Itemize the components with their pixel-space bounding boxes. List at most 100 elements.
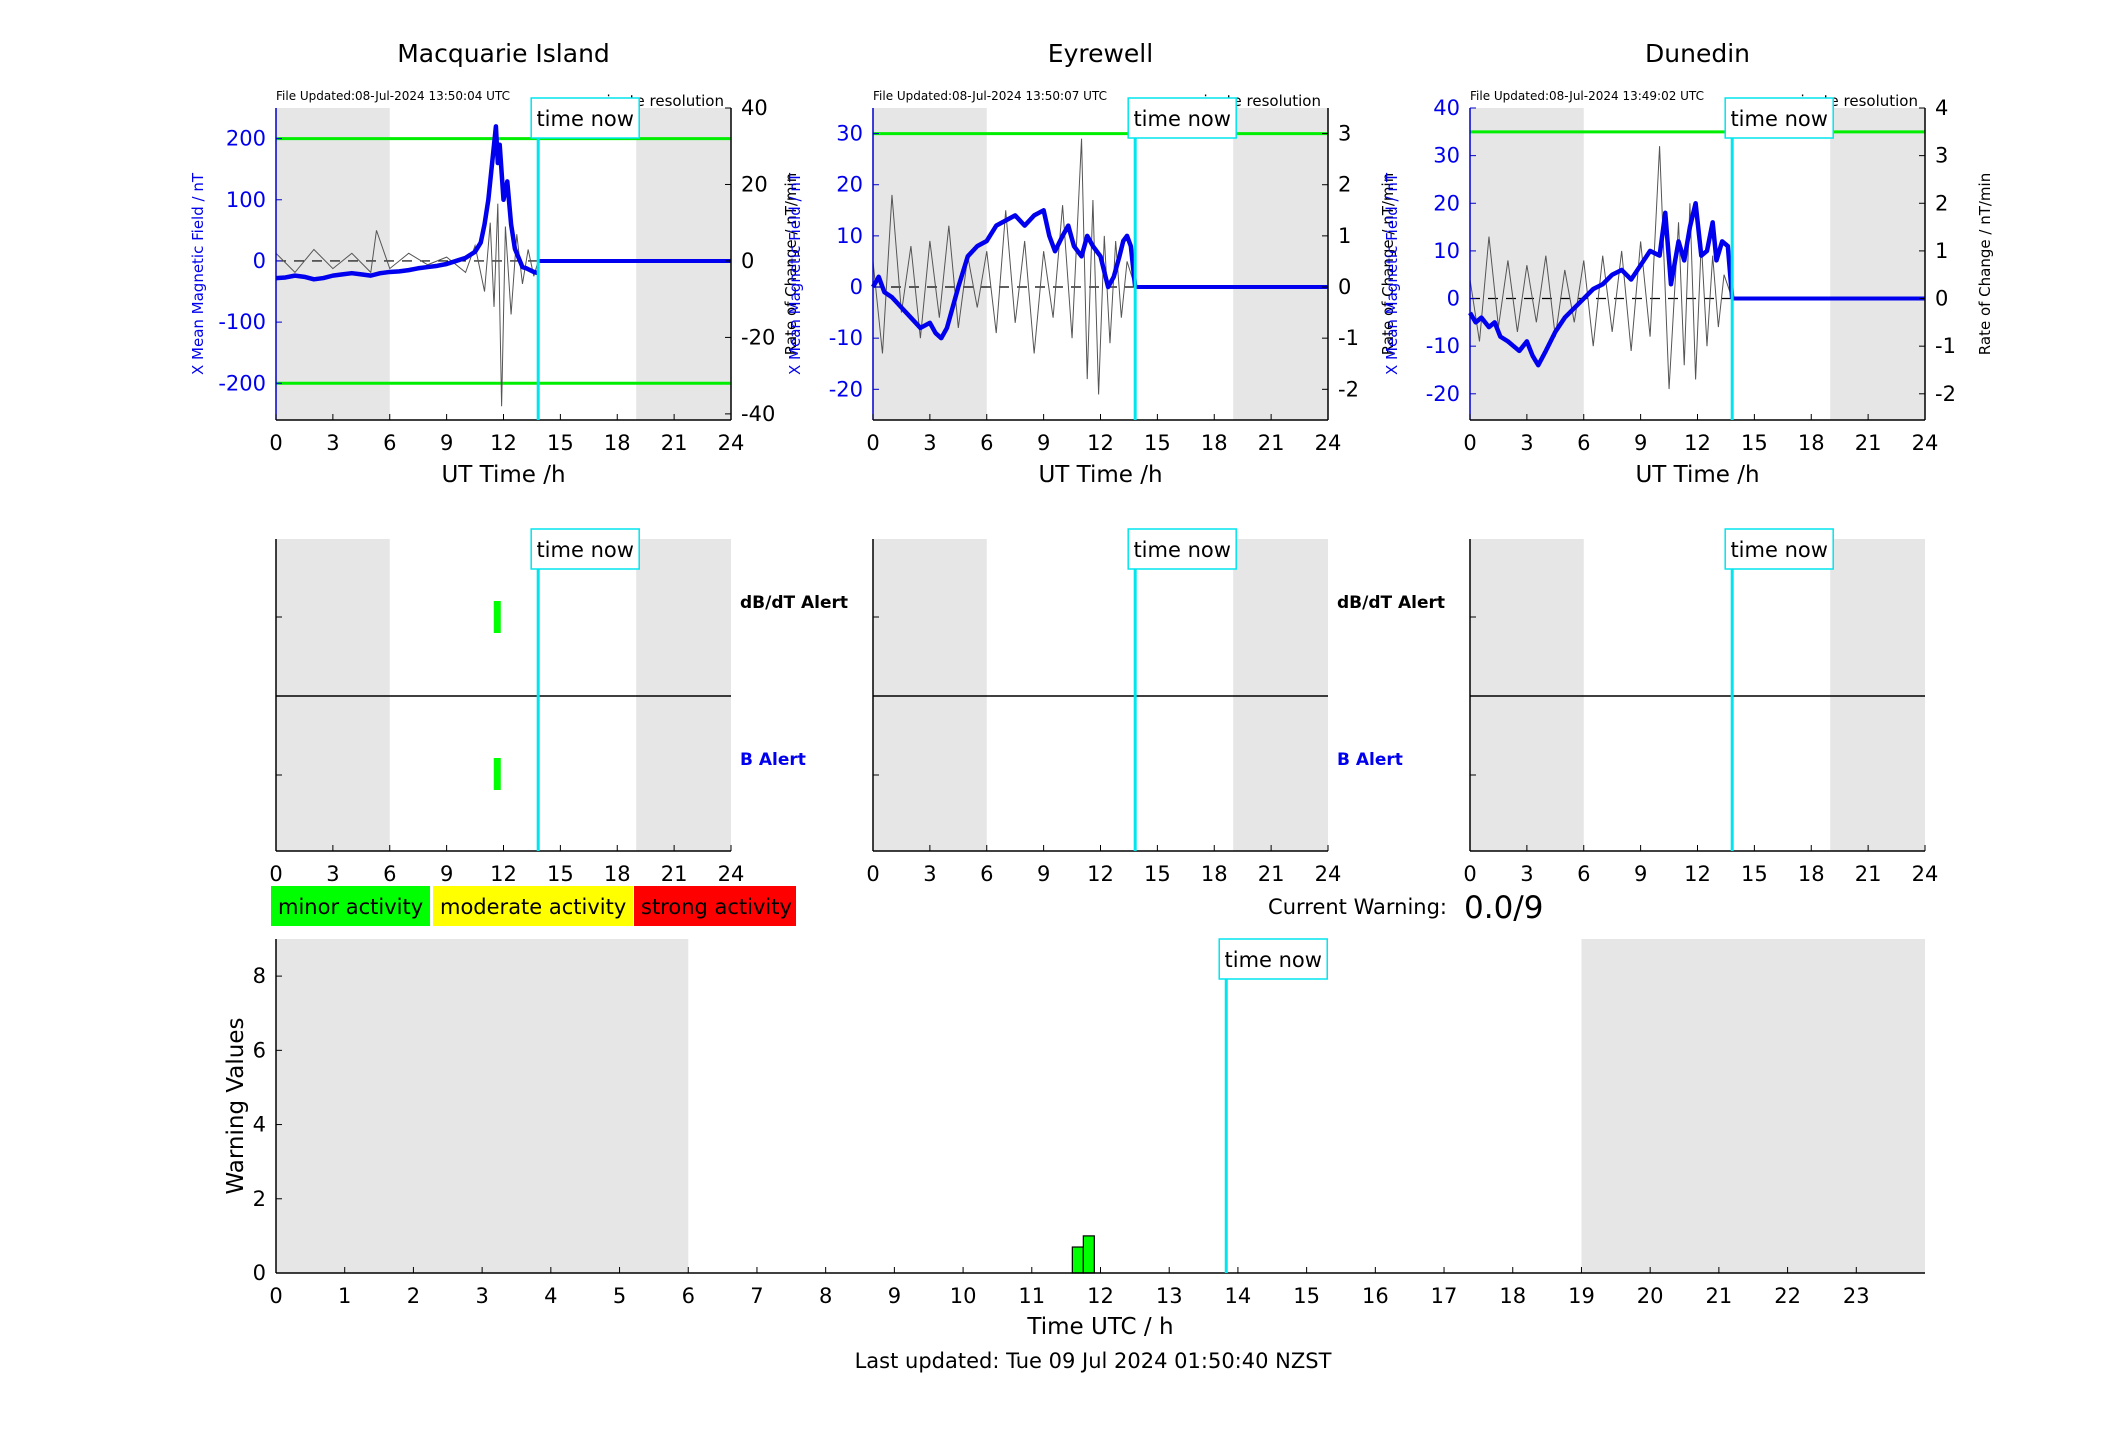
x-tick-label: 24 bbox=[1315, 431, 1342, 455]
x-tick-label: 15 bbox=[1293, 1284, 1320, 1308]
current-warning-value: 0.0/9 bbox=[1464, 890, 1543, 926]
x-tick-label: 18 bbox=[604, 431, 631, 455]
x-tick-label: 3 bbox=[475, 1284, 488, 1308]
x-tick-label: 18 bbox=[1499, 1284, 1526, 1308]
y2-tick-label: 2 bbox=[1935, 191, 1948, 215]
y2-tick-label: -20 bbox=[741, 325, 775, 349]
night-shade bbox=[276, 108, 390, 420]
y2-tick-label: 3 bbox=[1935, 144, 1948, 168]
x-tick-label: 0 bbox=[269, 862, 282, 886]
b-alert-label: B Alert bbox=[1337, 750, 1403, 770]
magnetic-field-line bbox=[871, 208, 1138, 341]
night-shade bbox=[1581, 939, 1925, 1273]
legend-strong-label: strong activity bbox=[641, 895, 792, 919]
warning-bar bbox=[1071, 1246, 1084, 1274]
magnetic-field-line bbox=[1468, 201, 1735, 368]
y-tick-label: 0 bbox=[850, 275, 863, 299]
time-now-box bbox=[1127, 528, 1237, 570]
x-tick-label: 22 bbox=[1774, 1284, 1801, 1308]
warning-values-chart: 0 1 2 3 4 5 6 7 8 9 10 11 12 13 14 15 16 17 18 19 20 21 22 2302… bbox=[223, 938, 1925, 1373]
x-tick-label: 0 bbox=[1463, 431, 1476, 455]
warning-bar bbox=[1082, 1235, 1095, 1274]
night-shade bbox=[636, 108, 731, 420]
current-warning: Current Warning: 0.0/9 bbox=[1268, 890, 1543, 926]
dbdt-alert-mark bbox=[493, 601, 501, 633]
y-axis-label: X Mean Magnetic Field / nT bbox=[786, 172, 804, 375]
x-tick-label: 12 bbox=[1684, 862, 1711, 886]
x-tick-label: 18 bbox=[1201, 431, 1228, 455]
night-shade bbox=[1233, 108, 1328, 420]
y-tick-label: 0 bbox=[1447, 287, 1460, 311]
x-tick-label: 21 bbox=[1855, 431, 1882, 455]
x-tick-label: 15 bbox=[1144, 431, 1171, 455]
x-tick-label: 0 bbox=[269, 1284, 282, 1308]
y2-tick-label: -40 bbox=[741, 402, 775, 426]
x-axis-label: UT Time /h bbox=[1038, 462, 1162, 488]
file-updated: File Updated:08-Jul-2024 13:50:04 UTC bbox=[276, 89, 510, 103]
x-axis-label: Time UTC / h bbox=[1026, 1314, 1173, 1340]
alert-panel-3: 0 3 6 9 12 15 18 21 24 time now bbox=[1463, 528, 1938, 886]
night-shade bbox=[873, 108, 987, 420]
rate-of-change-line bbox=[1469, 146, 1733, 390]
time-now-box bbox=[1127, 97, 1237, 139]
y2-axis-label: Rate of Change / nT/min bbox=[1379, 173, 1397, 355]
x-tick-label: 21 bbox=[1258, 862, 1285, 886]
x-tick-label: 21 bbox=[661, 431, 688, 455]
y-axis-label: X Mean Magnetic Field / nT bbox=[189, 172, 207, 375]
x-tick-label: 4 bbox=[544, 1284, 557, 1308]
y2-tick-label: 4 bbox=[1935, 96, 1948, 120]
x-tick-label: 16 bbox=[1362, 1284, 1389, 1308]
x-tick-label: 9 bbox=[440, 862, 453, 886]
time-now-label: time now bbox=[536, 538, 633, 562]
x-tick-label: 14 bbox=[1225, 1284, 1252, 1308]
magnetic-field-line bbox=[275, 124, 539, 282]
y2-tick-label: 20 bbox=[741, 172, 768, 196]
x-axis-label: UT Time /h bbox=[441, 462, 565, 488]
time-now-label: time now bbox=[1225, 948, 1322, 972]
y-tick-label: 30 bbox=[836, 122, 863, 146]
y-tick-label: 10 bbox=[836, 224, 863, 248]
alert-panel-2: dB/dT Alert B Alert 0 3 6 9 12 15 18 21 24 time now bbox=[866, 528, 1445, 886]
time-now-box bbox=[1724, 528, 1834, 570]
x-tick-label: 24 bbox=[718, 431, 745, 455]
y-tick-label: -20 bbox=[829, 377, 863, 401]
y2-axis-label: Rate of Change / nT/min bbox=[1976, 173, 1994, 355]
x-tick-label: 15 bbox=[1741, 862, 1768, 886]
y-tick-label: 200 bbox=[226, 127, 266, 151]
chart-title: Dunedin bbox=[1645, 39, 1750, 68]
x-tick-label: 15 bbox=[1144, 862, 1171, 886]
y-tick-label: -200 bbox=[218, 371, 266, 395]
y2-tick-label: 0 bbox=[741, 249, 754, 273]
x-tick-label: 0 bbox=[866, 431, 879, 455]
chart-title: Macquarie Island bbox=[397, 39, 610, 68]
chart-title: Eyrewell bbox=[1048, 39, 1153, 68]
x-tick-label: 21 bbox=[1258, 431, 1285, 455]
time-now-box bbox=[1724, 97, 1834, 139]
x-tick-label: 13 bbox=[1156, 1284, 1183, 1308]
legend-minor-swatch bbox=[271, 886, 430, 926]
rate-of-change-line bbox=[275, 203, 539, 407]
time-now-box bbox=[1218, 938, 1328, 980]
night-shade bbox=[1233, 539, 1328, 851]
time-now-label: time now bbox=[1730, 538, 1827, 562]
night-shade bbox=[1470, 539, 1584, 851]
x-tick-label: 3 bbox=[1520, 862, 1533, 886]
night-shade bbox=[1830, 539, 1925, 851]
x-tick-label: 6 bbox=[383, 431, 396, 455]
x-tick-label: 12 bbox=[1684, 431, 1711, 455]
y2-tick-label: -1 bbox=[1338, 326, 1359, 350]
y-tick-label: 100 bbox=[226, 188, 266, 212]
x-tick-label: 18 bbox=[1798, 431, 1825, 455]
time-now-label: time now bbox=[1133, 107, 1230, 131]
last-updated: Last updated: Tue 09 Jul 2024 01:50:40 N… bbox=[855, 1349, 1332, 1373]
x-tick-label: 24 bbox=[1315, 862, 1342, 886]
x-tick-label: 0 bbox=[866, 862, 879, 886]
magnetometer-chart-2: Eyrewell File Updated:08-Jul-2024 13:50:0… bbox=[786, 39, 1397, 488]
x-tick-label: 12 bbox=[1087, 431, 1114, 455]
x-tick-label: 3 bbox=[326, 431, 339, 455]
y-tick-label: 6 bbox=[253, 1038, 266, 1062]
x-tick-label: 3 bbox=[326, 862, 339, 886]
y2-tick-label: -2 bbox=[1935, 382, 1956, 406]
y2-tick-label: -2 bbox=[1338, 377, 1359, 401]
x-tick-label: 6 bbox=[682, 1284, 695, 1308]
